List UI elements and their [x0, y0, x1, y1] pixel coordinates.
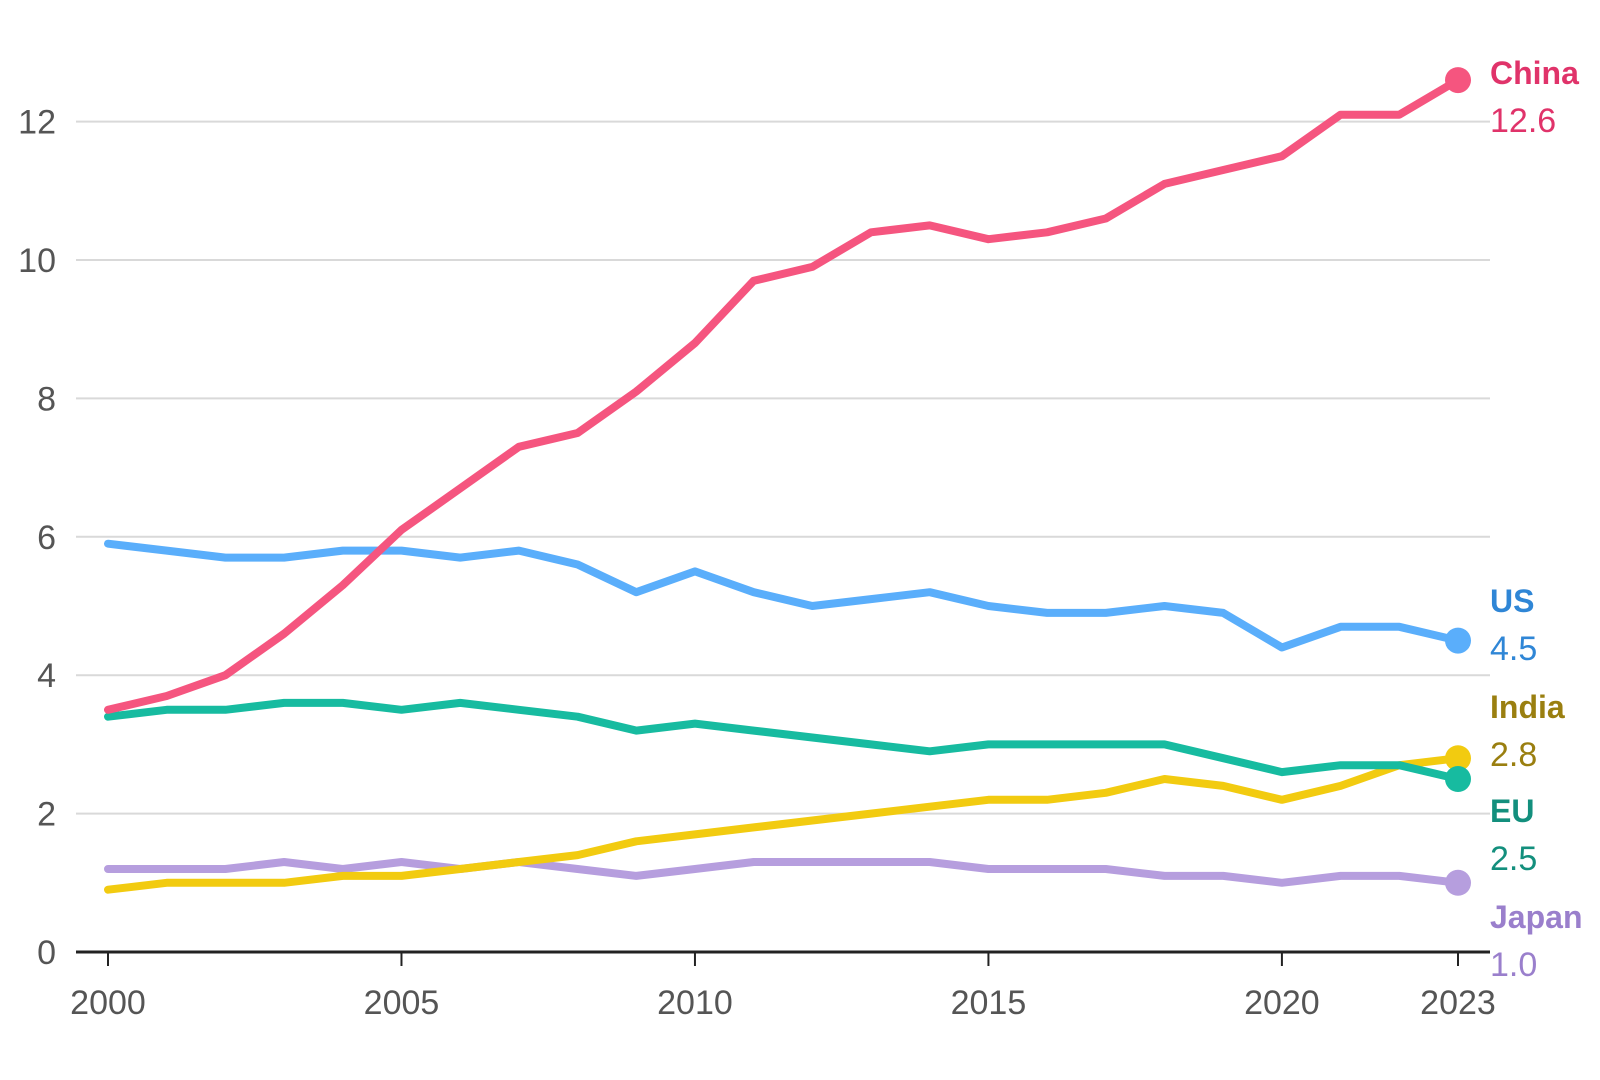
end-label-name-japan: Japan — [1490, 899, 1582, 935]
series-line-us — [104, 539, 1462, 652]
x-tick-label: 2005 — [364, 984, 440, 1022]
x-tick-label: 2015 — [951, 984, 1027, 1022]
series-line-india — [104, 754, 1462, 894]
end-label-name-india: India — [1490, 689, 1565, 725]
y-tick-label: 2 — [37, 796, 56, 834]
y-tick-label: 4 — [37, 657, 56, 695]
grid-lines — [76, 120, 1490, 815]
x-tick-label: 2000 — [70, 984, 146, 1022]
y-tick-label: 0 — [37, 934, 56, 972]
y-tick-label: 6 — [37, 519, 56, 557]
x-axis — [76, 950, 1490, 966]
end-point-india — [1445, 745, 1471, 772]
series-line-china — [104, 76, 1462, 714]
x-tick-label: 2023 — [1420, 984, 1496, 1022]
end-label-value-china: 12.6 — [1490, 102, 1556, 140]
y-tick-label: 12 — [18, 104, 56, 142]
end-point-china — [1445, 67, 1471, 94]
x-axis-tick-labels: 2000 2005 2010 2015 2020 2023 — [70, 984, 1496, 1022]
series-line-japan — [104, 858, 1462, 887]
x-tick-label: 2010 — [657, 984, 733, 1022]
end-label-value-india: 2.8 — [1490, 736, 1537, 774]
y-axis-tick-labels: 0 2 4 6 8 10 12 — [18, 104, 56, 972]
end-point-eu — [1445, 766, 1471, 792]
end-point-japan — [1445, 869, 1471, 896]
series-lines — [104, 67, 1471, 896]
series-line-eu — [104, 698, 1462, 783]
end-label-value-us: 4.5 — [1490, 630, 1537, 668]
end-label-name-us: US — [1490, 583, 1534, 619]
end-label-value-japan: 1.0 — [1490, 946, 1537, 984]
x-tick-label: 2020 — [1244, 984, 1320, 1022]
end-point-us — [1445, 627, 1471, 654]
y-tick-label: 10 — [18, 242, 56, 280]
end-label-name-china: China — [1490, 55, 1579, 91]
end-label-value-eu: 2.5 — [1490, 840, 1537, 878]
end-label-name-eu: EU — [1490, 793, 1534, 829]
y-tick-label: 8 — [37, 380, 56, 418]
series-end-labels: China 12.6 US 4.5 India 2.8 EU 2.5 Japan 1.0 — [1490, 55, 1582, 984]
